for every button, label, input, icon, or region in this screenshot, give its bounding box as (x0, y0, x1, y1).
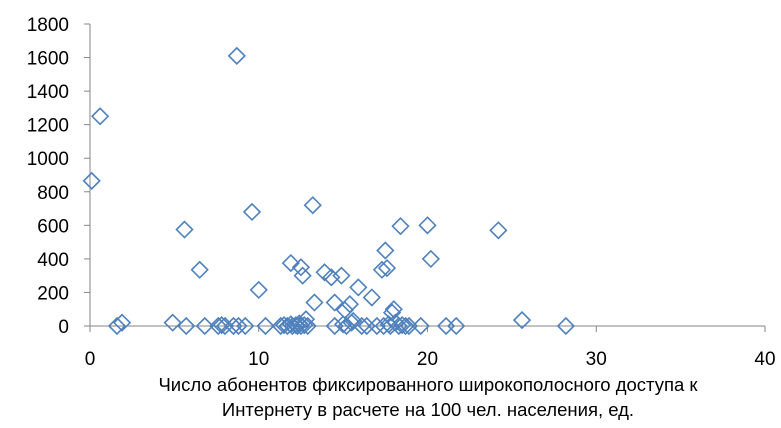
data-point (489, 221, 508, 240)
data-point (340, 295, 360, 314)
data-point (82, 171, 101, 191)
data-point (291, 258, 311, 277)
data-point (393, 316, 412, 335)
data-point (215, 316, 235, 336)
data-point (293, 266, 312, 285)
y-tick-label: 0 (58, 317, 69, 338)
data-point (271, 316, 290, 336)
data-point (175, 220, 194, 239)
y-tick-label: 200 (37, 283, 69, 304)
data-point (236, 316, 255, 336)
data-point (224, 316, 243, 336)
data-point (349, 278, 368, 297)
x-tick-label: 40 (754, 349, 775, 370)
data-point (209, 316, 228, 336)
data-point (212, 316, 231, 335)
data-point (332, 266, 351, 285)
data-point (227, 46, 246, 66)
data-point (335, 300, 354, 320)
data-point (447, 316, 466, 336)
y-tick-label: 1600 (27, 49, 69, 70)
data-point (296, 310, 316, 329)
data-point (421, 249, 441, 269)
x-tick-label: 30 (586, 349, 607, 370)
y-tick-label: 1400 (27, 82, 69, 103)
data-point (396, 316, 415, 336)
data-point (418, 216, 437, 235)
data-point (333, 315, 353, 334)
x-tick-label: 20 (417, 349, 438, 370)
y-tick-labels: 0 200 400 600 800 1000 1200 1400 1600 1800 (27, 15, 69, 338)
x-axis-title-line-2: Интернету в расчете на 100 чел. населени… (221, 399, 635, 420)
data-point (195, 316, 214, 336)
data-point (556, 316, 576, 336)
x-axis-title-line-1: Число абонентов фиксированного широкопол… (158, 374, 698, 395)
data-point (377, 258, 397, 278)
data-point (177, 316, 196, 336)
data-point (325, 316, 344, 336)
y-tick-label: 1000 (27, 149, 69, 170)
data-point (249, 280, 268, 300)
y-tick-label: 600 (37, 216, 69, 237)
x-tick-labels: 0 10 20 30 40 (85, 349, 776, 370)
data-point (399, 316, 419, 336)
y-tick-label: 1200 (27, 116, 69, 137)
data-point (337, 316, 356, 336)
data-point (112, 313, 132, 332)
data-point (90, 107, 110, 126)
y-tick-label: 1800 (27, 15, 69, 36)
data-point (256, 316, 275, 336)
x-axis-title: Число абонентов фиксированного широкопол… (90, 372, 766, 422)
data-point (291, 316, 311, 336)
data-point (303, 196, 322, 215)
axes (84, 23, 766, 332)
data-point (325, 293, 344, 312)
data-point (344, 311, 363, 331)
data-point (512, 310, 532, 330)
data-point (107, 316, 127, 336)
data-point (352, 316, 371, 336)
x-tick-label: 0 (85, 349, 96, 370)
data-point (391, 217, 410, 236)
data-point (362, 288, 381, 307)
y-tick-label: 400 (37, 250, 69, 271)
x-tick-label: 10 (248, 349, 269, 370)
data-point (372, 260, 392, 279)
y-tick-label: 800 (37, 183, 69, 204)
data-point (298, 316, 317, 336)
data-point (229, 316, 248, 336)
data-point (295, 316, 314, 335)
data-point (305, 293, 324, 312)
data-point (163, 313, 182, 332)
data-points (82, 46, 576, 336)
data-point (274, 316, 294, 335)
data-point (242, 202, 262, 222)
data-point (190, 260, 209, 279)
data-point (281, 253, 300, 273)
data-point (376, 241, 395, 260)
data-point (411, 316, 430, 336)
data-point (322, 268, 341, 287)
